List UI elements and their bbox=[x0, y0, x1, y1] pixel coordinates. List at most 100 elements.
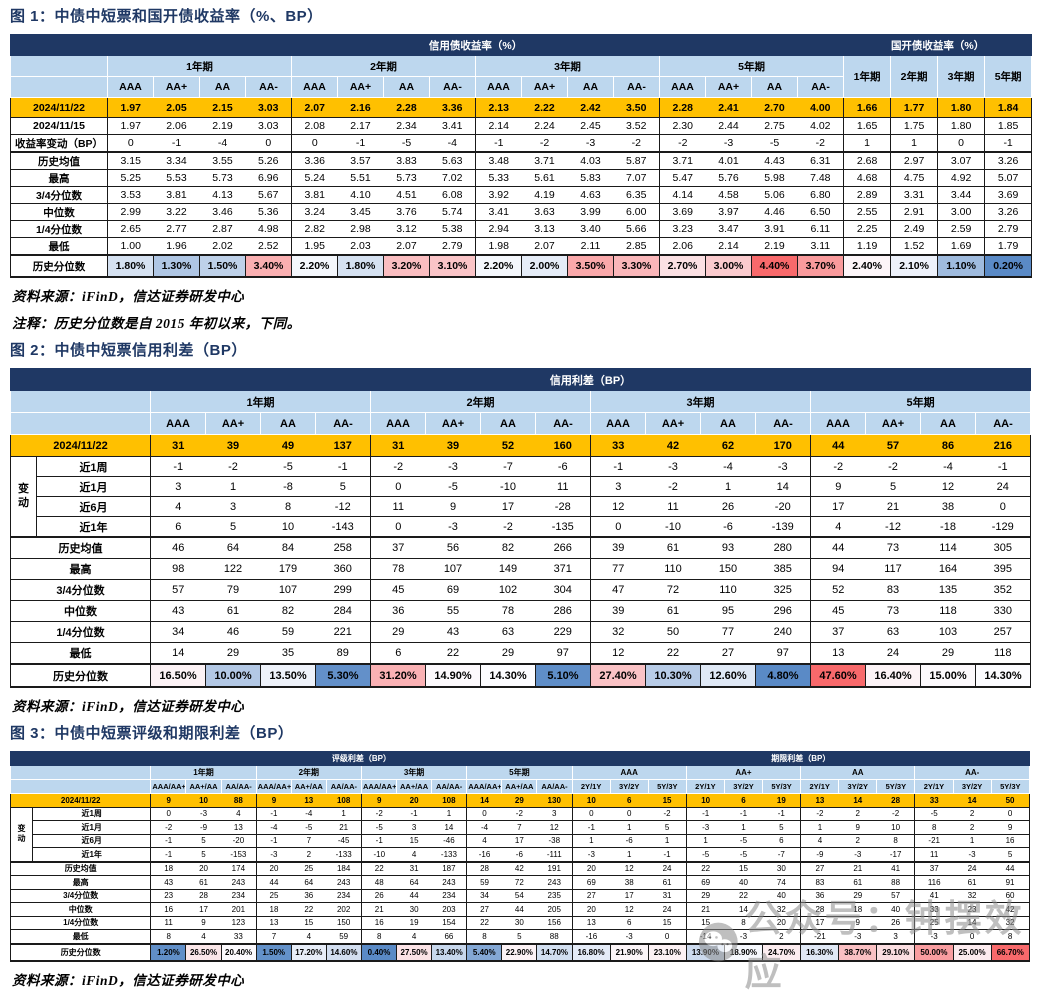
value-cell: 14 bbox=[150, 642, 206, 664]
value-cell: 3.71 bbox=[659, 151, 706, 170]
stat-row-label: 收益率变动（BP） bbox=[10, 134, 108, 152]
value-cell: -2 bbox=[797, 134, 844, 152]
value-cell: -1 bbox=[396, 806, 432, 821]
value-cell: -10 bbox=[480, 476, 536, 497]
value-cell: 0 bbox=[590, 516, 646, 537]
value-cell: -1 bbox=[571, 820, 611, 834]
value-cell: -3 bbox=[425, 456, 481, 477]
value-cell: 40 bbox=[724, 875, 763, 889]
value-cell: -21 bbox=[800, 929, 839, 944]
stat-row-label: 中位数 bbox=[10, 203, 108, 221]
value-cell: 122 bbox=[205, 558, 261, 580]
value-cell: 28 bbox=[876, 793, 915, 807]
value-cell: 63 bbox=[865, 621, 921, 643]
value-cell: 4 bbox=[396, 847, 432, 862]
value-cell: 17 bbox=[610, 888, 649, 903]
pct-value-cell: 13.40% bbox=[431, 942, 467, 962]
value-cell: 4 bbox=[800, 833, 839, 848]
pct-value-cell: 18.90% bbox=[723, 942, 763, 962]
value-cell: 0 bbox=[150, 806, 186, 821]
value-cell: 3.47 bbox=[705, 220, 752, 238]
value-cell: 2.85 bbox=[613, 237, 660, 255]
value-cell: 42 bbox=[991, 902, 1030, 916]
value-cell: -4 bbox=[700, 456, 756, 477]
pct-value-cell: 2.00% bbox=[521, 254, 568, 278]
pct-value-cell: 1.10% bbox=[937, 254, 985, 278]
value-cell: 56 bbox=[425, 536, 481, 559]
value-cell: 305 bbox=[975, 536, 1031, 559]
value-cell: 371 bbox=[535, 558, 591, 580]
value-cell: 3.26 bbox=[984, 151, 1032, 170]
value-cell: 3.55 bbox=[199, 151, 246, 170]
value-cell: -5 bbox=[425, 476, 481, 497]
value-cell: -21 bbox=[914, 833, 953, 848]
value-cell: 0 bbox=[648, 929, 687, 944]
value-cell: 52 bbox=[480, 434, 536, 457]
value-cell: 9 bbox=[360, 793, 397, 807]
value-cell: -5 bbox=[751, 134, 798, 152]
value-cell: 156 bbox=[536, 915, 573, 930]
value-cell: -7 bbox=[480, 456, 536, 477]
value-cell: -1 bbox=[475, 134, 522, 152]
value-cell: 93 bbox=[700, 536, 756, 559]
value-cell: 11 bbox=[370, 496, 426, 517]
term-spread-col-header: 2Y/1Y bbox=[571, 779, 611, 794]
value-cell: 44 bbox=[396, 888, 432, 903]
rating-col-header: AA- bbox=[613, 76, 660, 98]
value-cell: 33 bbox=[221, 929, 257, 944]
value-cell: -1 bbox=[724, 806, 763, 821]
rating-col-header: AA+ bbox=[425, 412, 481, 435]
value-cell: 73 bbox=[865, 536, 921, 559]
value-cell: -10 bbox=[360, 847, 397, 862]
value-cell: 229 bbox=[535, 621, 591, 643]
value-cell: -3 bbox=[914, 929, 953, 944]
value-cell: 5.53 bbox=[153, 169, 200, 187]
corner-cell bbox=[10, 368, 151, 391]
value-cell: 174 bbox=[221, 860, 257, 876]
value-cell: 4 bbox=[221, 806, 257, 821]
value-cell: 2.07 bbox=[291, 97, 338, 118]
value-cell: 15 bbox=[648, 915, 687, 930]
value-cell: 17 bbox=[480, 496, 536, 517]
value-cell: 88 bbox=[876, 875, 915, 889]
value-cell: 330 bbox=[975, 600, 1031, 622]
value-cell: 5 bbox=[865, 476, 921, 497]
figure2-credit-spread-table: 信用利差（BP） 1年期 2年期 3年期 5年期 AAA AA+ AA AA- AAA AA+ AA A… bbox=[10, 368, 1032, 688]
pct-value-cell: 16.50% bbox=[150, 663, 206, 688]
value-cell: 14 bbox=[466, 793, 502, 807]
value-cell: 2.25 bbox=[843, 220, 891, 238]
value-cell: 234 bbox=[221, 888, 257, 903]
rating-group-header: AA- bbox=[914, 765, 1030, 780]
value-cell: 59 bbox=[326, 929, 362, 944]
value-cell: 9 bbox=[425, 496, 481, 517]
value-cell: 1.19 bbox=[843, 237, 891, 255]
value-cell: 1.65 bbox=[843, 117, 891, 135]
value-cell: 19 bbox=[762, 793, 801, 807]
value-cell: 2.30 bbox=[659, 117, 706, 135]
rating-col-header: AA bbox=[920, 412, 976, 435]
value-cell: 39 bbox=[425, 434, 481, 457]
rating-col-header: AA+ bbox=[337, 76, 384, 98]
value-cell: 5.83 bbox=[567, 169, 614, 187]
value-cell: 19 bbox=[396, 915, 432, 930]
value-cell: 95 bbox=[700, 600, 756, 622]
value-cell: 49 bbox=[260, 434, 316, 457]
value-cell: 1.84 bbox=[984, 97, 1032, 118]
term-spread-col-header: 5Y/3Y bbox=[647, 779, 687, 794]
value-cell: -3 bbox=[571, 847, 611, 862]
pct-value-cell: 12.60% bbox=[700, 663, 756, 688]
corner-cell bbox=[10, 55, 108, 77]
value-cell: 6 bbox=[150, 516, 206, 537]
value-cell: 2.19 bbox=[751, 237, 798, 255]
rating-col-header: AA+ bbox=[645, 412, 701, 435]
value-cell: 118 bbox=[920, 600, 976, 622]
value-cell: 37 bbox=[914, 860, 953, 876]
value-cell: 22 bbox=[645, 642, 701, 664]
value-cell: 4.63 bbox=[567, 186, 614, 204]
value-cell: 6 bbox=[370, 642, 426, 664]
value-cell: 2.08 bbox=[291, 117, 338, 135]
stat-row-label: 中位数 bbox=[10, 902, 152, 916]
value-cell: 3.81 bbox=[291, 186, 338, 204]
tenor-group-header: 2年期 bbox=[255, 765, 362, 780]
pct-value-cell: 3.30% bbox=[613, 254, 660, 278]
